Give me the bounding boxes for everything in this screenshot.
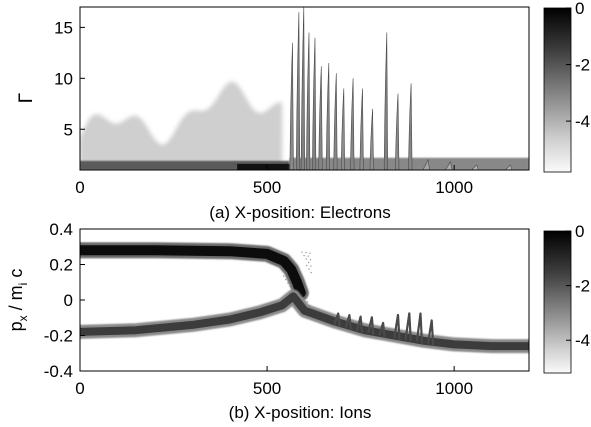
panel-b-caption: (b) X-position: Ions	[229, 403, 372, 422]
panel-a-colorbar-tick-label: -2	[575, 56, 590, 75]
panel-b-y-ticks: 0.4 0.2 0 -0.2 -0.4	[44, 220, 85, 381]
panel-b-oscillation	[378, 321, 386, 338]
panel-a-ridge	[350, 78, 355, 170]
panel-b-oscillation	[355, 315, 364, 333]
panel-a-base-strip-core	[237, 163, 296, 170]
panel-b-colorbar: 0 -2 -4	[543, 222, 590, 374]
panel-b-y-tick-label: -0.2	[44, 327, 73, 346]
panel-a-ridge	[504, 164, 513, 170]
panel-a-ridge	[395, 93, 400, 170]
panel-a-colorbar-tick-label: 0	[575, 0, 584, 18]
panel-b-halo-point	[301, 251, 303, 253]
panel-b-halo-point	[307, 261, 310, 264]
panel-b-y-tick-label: -0.4	[44, 362, 73, 381]
panel-a-y-tick-label: 10	[54, 69, 73, 88]
panel-a-frame	[79, 6, 530, 171]
panel-b-halo-point	[307, 255, 309, 257]
panel-a-ridge	[333, 73, 338, 170]
panel-b-x-tick-label: 0	[75, 379, 84, 398]
panel-b-halo-point	[308, 268, 310, 270]
panel-a-ridge	[312, 37, 317, 170]
panel-b-oscillation	[426, 319, 435, 346]
panel-b-halo-point	[310, 271, 312, 274]
panel-a-y-tick-label: 5	[64, 120, 73, 139]
panel-a-ridge	[444, 160, 453, 170]
panel-b-y-tick-label: 0.4	[49, 220, 73, 239]
panel-b-oscillation	[333, 312, 341, 327]
panel-b-lower-beam	[80, 292, 529, 351]
panel-a-background-band	[80, 81, 283, 170]
panel-b-halo-point	[282, 275, 285, 277]
panel-b-oscillation	[367, 316, 375, 336]
panel-a-y-tick-label: 15	[54, 18, 73, 37]
panel-a-ridge	[369, 108, 374, 170]
panel-a-colorbar-tick-label: -4	[575, 112, 590, 131]
panel-b-upper-beam	[80, 245, 306, 298]
panel-b-y-label-text: px / mi c	[6, 269, 30, 332]
panel-b-halo-point	[310, 265, 312, 267]
panel-b: 0 500 1000 0.4 0.2 0 -0.2 -0.4 px / mi c (b) X…	[6, 220, 590, 422]
panel-a-x-tick-label: 500	[253, 178, 281, 197]
panel-b-oscillation	[415, 312, 424, 344]
panel-b-marks	[80, 242, 529, 354]
panel-a-x-tick-label: 1000	[435, 178, 473, 197]
panel-a-x-ticks: 0 500 1000	[75, 165, 473, 197]
panel-a-colorbar-ticks: 0 -2 -4	[566, 0, 590, 131]
panel-a: 0 500 1000 5 10 15 Γ (a) X-position: Electro…	[16, 0, 590, 222]
panel-a-y-ticks: 5 10 15	[54, 18, 85, 139]
panel-a-colorbar: 0 -2 -4	[543, 0, 590, 173]
panel-a-caption: (a) X-position: Electrons	[209, 203, 390, 222]
panel-a-ridge	[318, 66, 323, 170]
panel-b-halo-point	[306, 301, 309, 303]
panel-b-y-tick-label: 0	[64, 291, 73, 310]
panel-b-x-tick-label: 1000	[435, 379, 473, 398]
panel-b-halo-point	[287, 282, 289, 284]
panel-b-oscillation	[344, 314, 352, 330]
panel-a-ridge	[359, 88, 364, 170]
panel-b-y-tick-label: 0.2	[49, 256, 73, 275]
panel-b-oscillation	[404, 312, 412, 342]
panel-b-halo-point	[305, 251, 307, 254]
panel-b-x-ticks: 0 500 1000	[75, 366, 473, 398]
panel-a-ridge	[340, 88, 346, 170]
panel-a-ridge	[422, 158, 431, 170]
panel-b-halo-point	[309, 259, 312, 261]
panel-b-colorbar-ramp	[543, 230, 572, 374]
panel-b-halo-point	[306, 264, 308, 267]
panel-a-ridge	[295, 12, 301, 170]
panel-a-y-label: Γ	[16, 93, 37, 103]
panel-b-halo-point	[303, 254, 305, 257]
panel-b-colorbar-tick-label: 0	[575, 222, 584, 241]
panel-b-colorbar-tick-label: -4	[575, 331, 590, 350]
panel-a-colorbar-ramp	[543, 7, 572, 173]
panel-a-marks	[80, 7, 529, 170]
panel-b-colorbar-ticks: 0 -2 -4	[566, 222, 590, 350]
panel-a-ridge	[325, 62, 331, 170]
panel-a-ridge	[470, 164, 479, 170]
panel-a-x-tick-label: 0	[75, 178, 84, 197]
panel-b-colorbar-tick-label: -2	[575, 277, 590, 296]
panel-b-x-tick-label: 500	[253, 379, 281, 398]
panel-a-ridge	[289, 42, 294, 170]
panel-b-halo-point	[285, 278, 287, 281]
panel-b-y-label: px / mi c	[6, 269, 30, 332]
panel-b-halo-point	[309, 252, 311, 254]
panel-a-ridge	[306, 32, 311, 170]
panel-b-oscillation	[393, 313, 401, 340]
panel-a-ridge	[383, 32, 389, 170]
panel-a-ridge	[408, 83, 413, 170]
panel-b-halo-point	[305, 258, 308, 260]
panel-a-base-strip	[80, 160, 290, 170]
